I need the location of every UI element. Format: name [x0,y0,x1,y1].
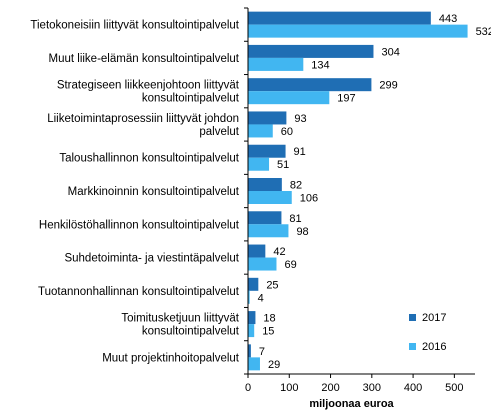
data-label-2016-10: 29 [268,359,280,371]
bar-2016-5 [248,191,292,204]
x-tick-label: 500 [445,382,463,394]
data-label-2016-8: 4 [258,292,264,304]
bar-2017-0 [248,11,431,25]
x-tick-label: 200 [321,382,339,394]
bar-2016-4 [248,157,270,171]
data-label-2016-0: 532 [476,26,491,38]
category-label: konsultointipalvelut [142,326,240,338]
data-label-2016-1: 134 [311,59,329,71]
data-label-2016-2: 197 [337,93,355,105]
bar-2016-1 [248,57,304,71]
data-label-2017-2: 299 [379,80,397,92]
data-label-2017-0: 443 [439,13,457,25]
x-tick-label: 300 [363,382,381,394]
bar-2017-6 [248,211,282,225]
data-label-2016-6: 98 [296,226,308,238]
category-label: Strategiseen liikkeenjohtoon liittyvät [57,80,240,92]
category-label: Muut projektinhoitopalvelut [102,352,240,364]
category-label: konsultointipalvelut [142,93,240,105]
category-label: palvelut [199,126,239,138]
data-label-2016-3: 60 [281,126,293,138]
data-label-2016-7: 69 [284,259,296,271]
bar-2017-3 [248,111,287,125]
data-label-2017-4: 91 [294,146,306,158]
category-label: Tietokoneisiin liittyvät konsultointipal… [30,20,239,32]
bar-2017-9 [248,311,256,325]
bar-2016-6 [248,224,289,238]
bar-2017-10 [248,344,251,358]
bar-2016-0 [248,24,468,38]
data-label-2017-3: 93 [294,113,306,125]
bar-2016-10 [248,357,260,371]
bar-2017-4 [248,144,286,158]
x-axis-title: miljoonaa euroa [309,398,394,410]
data-label-2017-10: 7 [259,346,265,358]
x-tick-label: 100 [280,382,298,394]
category-label: Liiketoimintaprosessiin liittyvät johdon [47,113,239,125]
data-label-2016-9: 15 [262,326,274,338]
data-label-2017-9: 18 [263,313,275,325]
category-label: Taloushallinnon konsultointipalvelut [59,153,239,165]
bar-2016-7 [248,257,277,271]
legend-swatch-2017 [409,314,416,321]
data-label-2016-5: 106 [300,193,318,205]
legend-label-2017: 2017 [422,312,446,324]
category-label: Tuotannonhallinnan konsultointipalvelut [38,286,240,298]
x-tick-label: 0 [245,382,251,394]
bar-2017-1 [248,44,374,58]
legend-swatch-2016 [409,343,416,350]
x-tick-label: 400 [404,382,422,394]
data-label-2017-7: 42 [273,246,285,258]
category-label: Toimitusketjuun liittyvät [121,313,239,325]
category-label: Markkinoinnin konsultointipalvelut [68,186,240,198]
bar-2017-5 [248,178,282,191]
bar-2016-8 [248,290,250,304]
category-label: Muut liike-elämän konsultointipalvelut [49,53,240,65]
category-label: Suhdetoiminta- ja viestintäpalvelut [64,253,239,265]
bar-2017-2 [248,78,372,92]
data-label-2017-5: 82 [290,180,302,192]
bar-2016-9 [248,324,255,338]
data-label-2017-8: 25 [266,279,278,291]
category-label: Henkilöstöhallinnon konsultointipalvelut [39,219,240,231]
data-label-2017-6: 81 [289,213,301,225]
bar-2017-7 [248,244,266,258]
bar-2016-3 [248,124,273,138]
legend-label-2016: 2016 [422,341,446,353]
bar-2016-2 [248,91,330,105]
data-label-2016-4: 51 [277,159,289,171]
bar-2017-8 [248,277,259,291]
data-label-2017-1: 304 [381,46,399,58]
